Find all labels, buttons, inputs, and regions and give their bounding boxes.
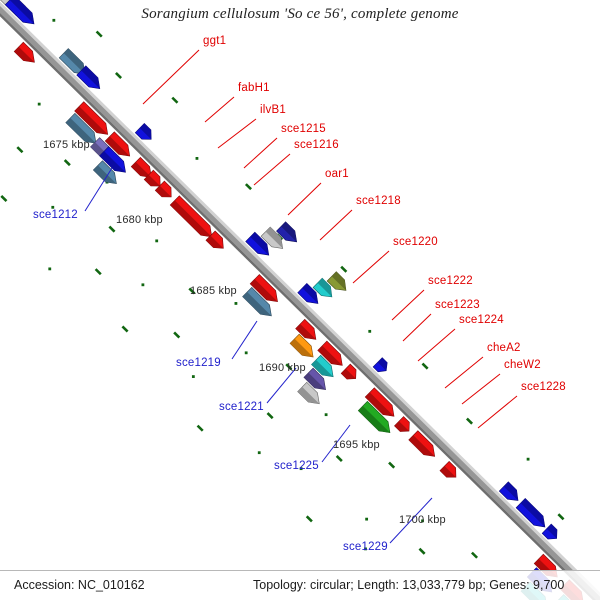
gene-label-sce1212[interactable]: sce1212 (33, 209, 78, 221)
accession-label: Accession: NC_010162 (14, 578, 145, 592)
gene-label-sce1228[interactable]: sce1228 (521, 381, 566, 393)
label-leader-layer (84, 49, 518, 544)
axis-tick-label: 1695 kbp (333, 439, 380, 451)
axis-tick-label: 1680 kbp (116, 214, 163, 226)
gene-label-sce1225[interactable]: sce1225 (274, 460, 319, 472)
gene-label-ilvB1[interactable]: ilvB1 (260, 104, 286, 116)
gene-label-cheA2[interactable]: cheA2 (487, 342, 521, 354)
gene-label-fabH1[interactable]: fabH1 (238, 82, 270, 94)
axis-tick-label: 1675 kbp (43, 139, 90, 151)
axis-tick-label: 1685 kbp (190, 285, 237, 297)
status-bar: Accession: NC_010162 Topology: circular;… (0, 570, 600, 600)
axis-tick-label: 1690 kbp (259, 362, 306, 374)
rna-feature-layer (0, 18, 565, 559)
gene-label-sce1220[interactable]: sce1220 (393, 236, 438, 248)
genome-summary-label: Topology: circular; Length: 13,033,779 b… (253, 578, 565, 592)
gene-label-sce1218[interactable]: sce1218 (356, 195, 401, 207)
page-title: Sorangium cellulosum 'So ce 56', complet… (141, 6, 459, 22)
gene-label-sce1222[interactable]: sce1222 (428, 275, 473, 287)
gene-label-cheW2[interactable]: cheW2 (504, 359, 541, 371)
gene-label-sce1215[interactable]: sce1215 (281, 123, 326, 135)
gene-label-ggt1[interactable]: ggt1 (203, 35, 227, 47)
gene-label-sce1219[interactable]: sce1219 (176, 357, 221, 369)
axis-tick-label: 1700 kbp (399, 514, 446, 526)
gene-label-sce1229[interactable]: sce1229 (343, 541, 388, 553)
gene-label-sce1224[interactable]: sce1224 (459, 314, 504, 326)
gene-label-sce1223[interactable]: sce1223 (435, 299, 480, 311)
gene-label-sce1216[interactable]: sce1216 (294, 139, 339, 151)
gene-label-oar1[interactable]: oar1 (325, 168, 349, 180)
gene-label-sce1221[interactable]: sce1221 (219, 401, 264, 413)
